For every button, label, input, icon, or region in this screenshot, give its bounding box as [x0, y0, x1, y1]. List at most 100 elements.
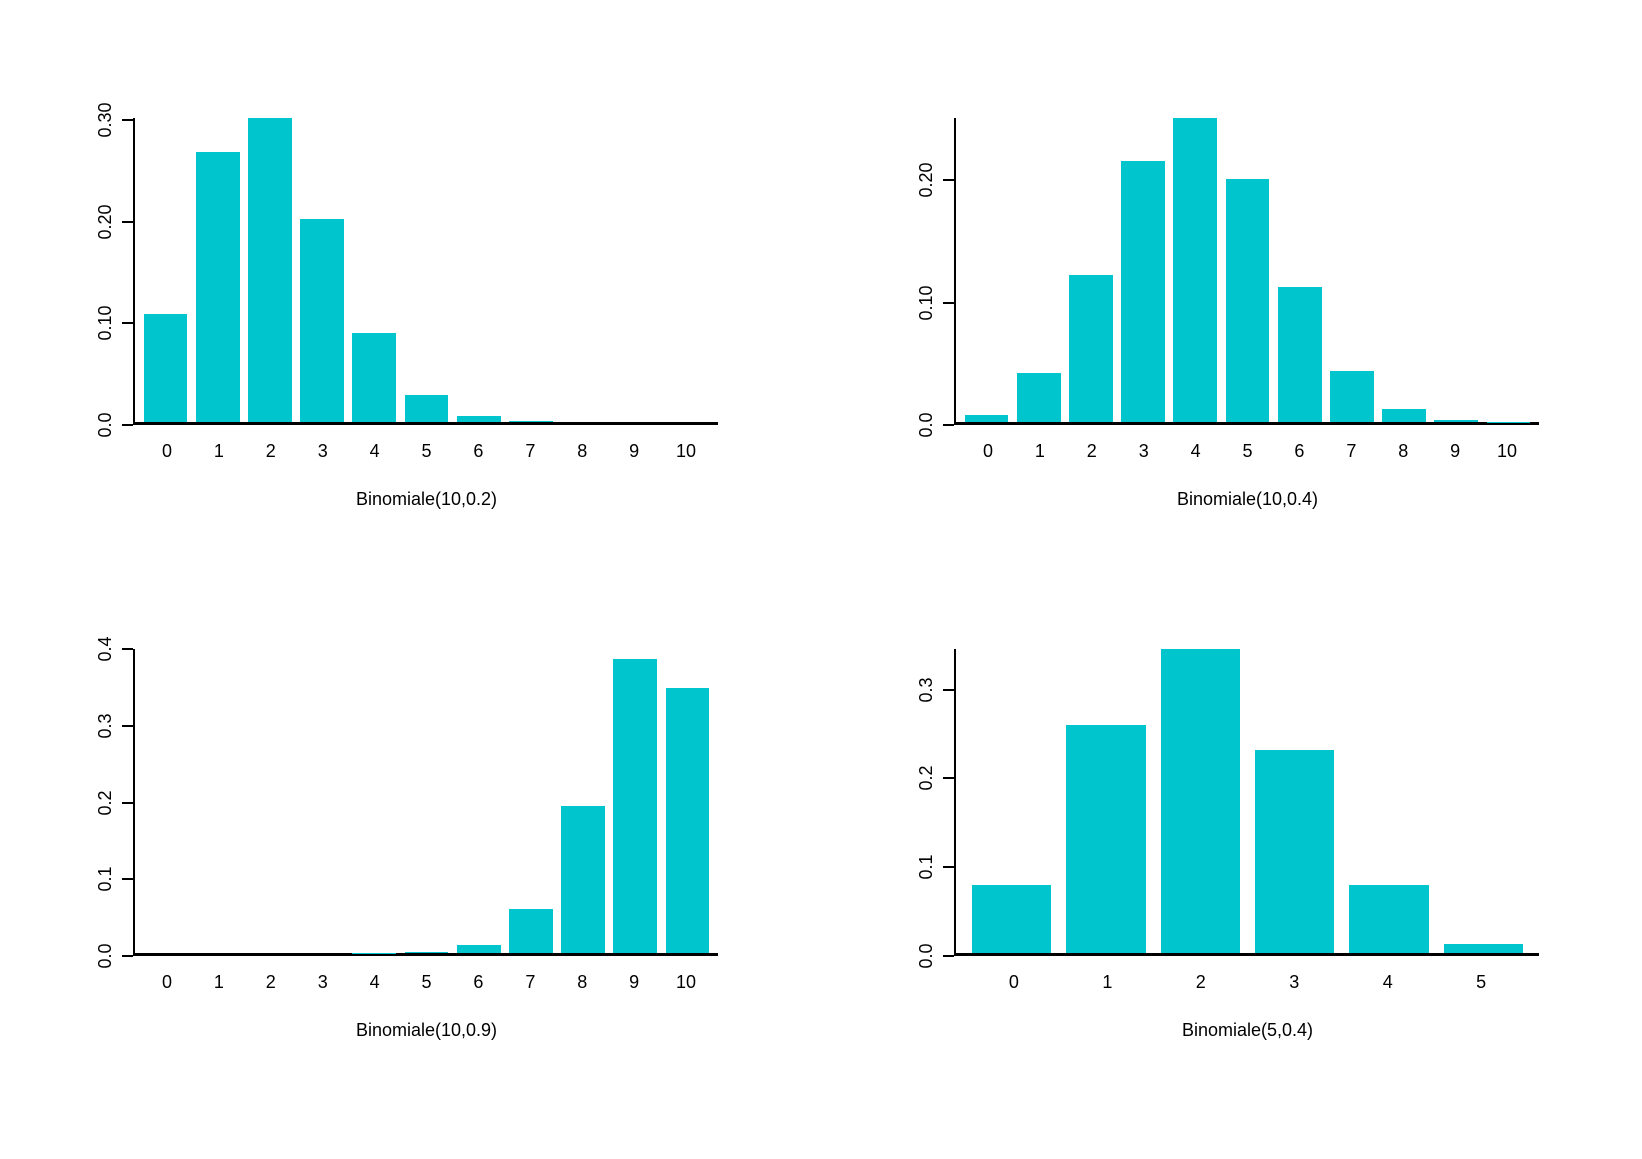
y-tick-mark	[943, 424, 954, 426]
y-tick-label: 0.0	[95, 412, 115, 438]
y-axis-line	[954, 649, 956, 956]
x-axis-label: Binomiale(10,0.9)	[355, 1020, 498, 1040]
y-tick-mark	[122, 878, 133, 881]
x-tick-label: 4	[369, 441, 380, 461]
x-tick-labels: 0 1 2 3 4 5 6 7 8 9 10	[956, 441, 1539, 461]
bar-x-0	[964, 414, 1009, 422]
y-tick-mark	[943, 955, 954, 957]
bar-x-5	[404, 951, 449, 953]
x-tick-label: 5	[1242, 441, 1253, 461]
x-tick-label: 1	[213, 441, 224, 461]
x-axis-label: Binomiale(10,0.4)	[1176, 489, 1319, 509]
y-tick-mark	[122, 220, 133, 223]
chart-binomiale-10-0-2: 0.0 0.10 0.20 0.30 0 1 2 3 4 5 6 7 8 9 10 Binomiale(1…	[0, 0, 821, 579]
x-tick-label: 8	[1398, 441, 1409, 461]
bar-x-2	[1069, 275, 1113, 422]
bar-x-0	[971, 884, 1052, 953]
y-tick-mark	[122, 955, 133, 957]
y-axis-line	[954, 118, 956, 425]
bar-x-4	[1173, 118, 1218, 422]
x-tick-label: 7	[525, 441, 536, 461]
bar-x-9	[1434, 420, 1479, 422]
x-tick-label: 3	[1138, 441, 1149, 461]
bar-x-2	[248, 118, 292, 422]
bar-x-3	[300, 219, 344, 422]
bar-x-0	[143, 313, 188, 422]
plot-wrap: 0.0 0.1 0.2 0.3	[916, 649, 1539, 969]
x-tick-label: 8	[577, 441, 588, 461]
y-tick-label: 0.2	[95, 789, 115, 816]
plot-wrap: 0.0 0.10 0.20	[916, 118, 1539, 438]
x-tick-label: 7	[525, 972, 536, 992]
y-tick-label: 0.3	[916, 677, 936, 703]
x-tick-label: 1	[213, 972, 224, 992]
x-tick-label: 6	[473, 441, 484, 461]
bar-x-7	[1330, 370, 1374, 422]
y-tick-label: 0.4	[95, 636, 115, 662]
y-tick-label: 0.2	[916, 765, 936, 791]
y-tick-mark	[943, 866, 954, 869]
bar-x-5	[1443, 944, 1524, 953]
y-tick-label: 0.1	[95, 866, 115, 892]
x-tick-label: 10	[1497, 441, 1518, 461]
y-tick-mark	[122, 322, 133, 325]
x-tick-label: 3	[317, 441, 328, 461]
x-axis-label: Binomiale(10,0.2)	[355, 489, 498, 509]
chart-binomiale-10-0-4: 0.0 0.10 0.20 0 1 2 3 4 5 6 7 8 9 10 Binomiale(10,0.…	[821, 0, 1642, 579]
y-tick-label: 0.1	[916, 854, 936, 880]
x-tick-label: 9	[629, 441, 640, 461]
x-tick-label: 6	[473, 972, 484, 992]
bar-x-7	[509, 421, 553, 422]
x-tick-label: 2	[265, 441, 276, 461]
bar-x-6	[1277, 286, 1322, 422]
x-tick-label: 3	[317, 972, 328, 992]
x-tick-labels: 0 1 2 3 4 5 6 7 8 9 10	[135, 441, 718, 461]
bar-x-2	[1160, 649, 1241, 953]
x-tick-label: 6	[1294, 441, 1305, 461]
bar-x-8	[561, 805, 605, 953]
y-tick-mark	[943, 688, 954, 691]
x-tick-label: 3	[1289, 972, 1300, 992]
chart-binomiale-10-0-9: 0.0 0.1 0.2 0.3 0.4 0 1 2 3 4 5 6 7 8 9 10 Binomiale(1…	[0, 579, 821, 1159]
x-tick-label: 10	[676, 441, 697, 461]
x-tick-label: 7	[1346, 441, 1357, 461]
x-tick-label: 5	[421, 972, 432, 992]
x-tick-label: 8	[577, 972, 588, 992]
x-tick-label: 2	[1086, 441, 1097, 461]
x-tick-label: 1	[1102, 972, 1113, 992]
y-tick-mark	[122, 724, 133, 727]
y-tick-mark	[122, 801, 133, 804]
bar-x-10	[665, 688, 710, 953]
x-tick-label: 1	[1034, 441, 1045, 461]
bar-x-9	[613, 658, 658, 953]
y-tick-label: 0.20	[95, 204, 115, 240]
y-tick-mark	[943, 777, 954, 780]
y-tick-label: 0.0	[95, 943, 115, 969]
x-tick-label: 0	[982, 441, 993, 461]
plot-area	[956, 118, 1539, 425]
x-tick-labels: 0 1 2 3 4 5 6 7 8 9 10	[135, 972, 718, 992]
x-tick-label: 4	[1190, 441, 1201, 461]
chart-binomiale-5-0-4: 0.0 0.1 0.2 0.3 0 1 2 3 4 5 Binomiale(5,0.4)	[821, 579, 1642, 1159]
x-tick-label: 0	[161, 972, 172, 992]
x-tick-label: 2	[1195, 972, 1206, 992]
x-tick-label: 0	[161, 441, 172, 461]
x-axis-label: Binomiale(5,0.4)	[1181, 1020, 1314, 1040]
y-axis-line	[133, 649, 135, 956]
x-tick-label: 0	[1008, 972, 1019, 992]
plot-wrap: 0.0 0.10 0.20 0.30	[95, 103, 718, 438]
bar-x-4	[1349, 885, 1429, 953]
x-tick-labels: 0 1 2 3 4 5	[956, 972, 1539, 992]
bar-x-7	[509, 909, 553, 953]
plot-wrap: 0.0 0.1 0.2 0.3 0.4	[95, 636, 718, 969]
bar-x-1	[195, 151, 240, 422]
plot-area	[956, 649, 1539, 956]
bar-x-5	[1225, 178, 1270, 422]
bar-x-3	[1121, 161, 1165, 422]
bar-x-6	[456, 944, 501, 953]
y-tick-mark	[122, 648, 133, 650]
y-tick-label: 0.0	[916, 412, 936, 438]
y-axis-line	[133, 118, 135, 425]
bar-x-6	[456, 416, 501, 422]
